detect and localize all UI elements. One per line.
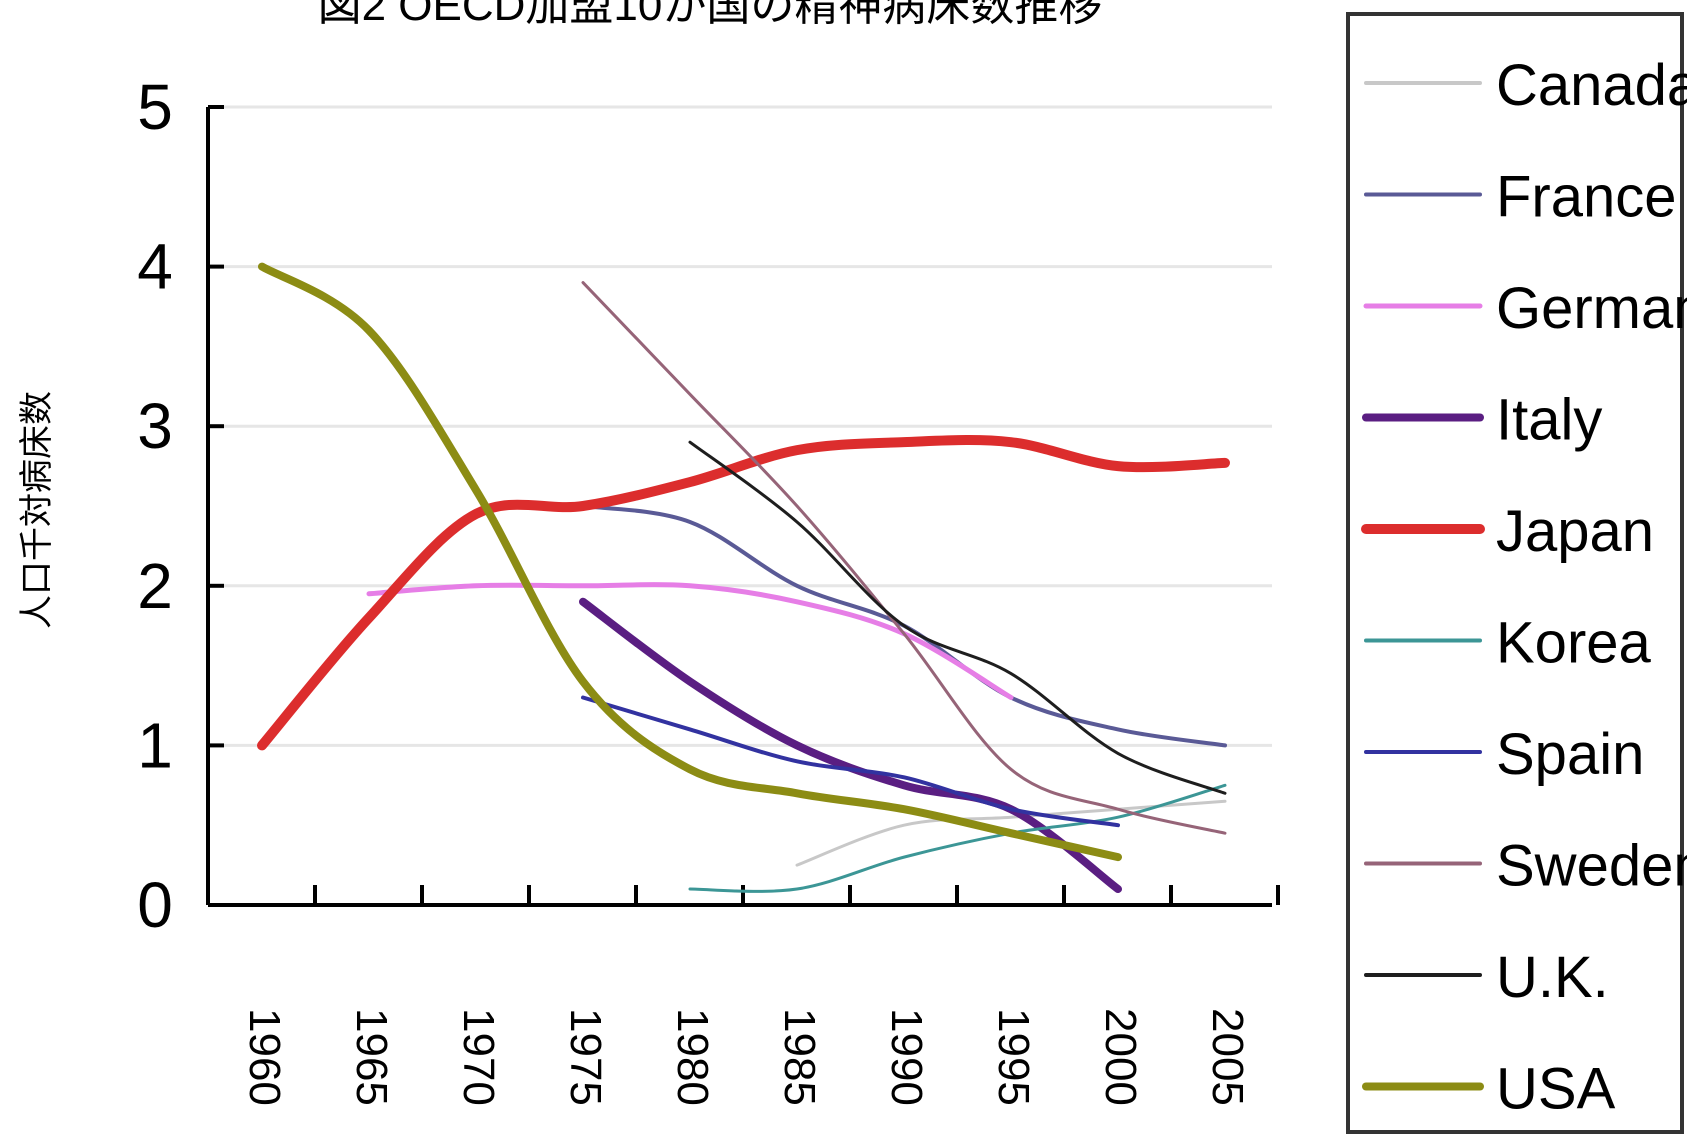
y-tick-label: 2 bbox=[137, 550, 173, 622]
x-tick-labels: 1960 1965 1970 1975 1980 1985 1990 1995 2000 2005 bbox=[240, 1008, 1252, 1106]
series-line-korea bbox=[688, 783, 1227, 893]
grid-lines bbox=[208, 105, 1272, 747]
x-tick-label: 1970 bbox=[454, 1008, 503, 1106]
x-tick-label: 1985 bbox=[775, 1008, 824, 1106]
legend-label-sweden: Sweden bbox=[1496, 834, 1687, 899]
y-axis-label: 人口千対病床数 bbox=[18, 391, 56, 629]
x-tick-label: 1965 bbox=[347, 1008, 396, 1106]
series-line-italy bbox=[579, 597, 1122, 894]
y-tick-labels: 0 1 2 3 4 5 bbox=[137, 71, 173, 941]
y-tick-label: 0 bbox=[137, 869, 173, 941]
x-tick-label: 1995 bbox=[989, 1008, 1038, 1106]
x-tick-label: 1975 bbox=[561, 1008, 610, 1106]
legend-label-canada: Canada bbox=[1496, 53, 1687, 118]
legend-label-france: France bbox=[1496, 165, 1677, 230]
legend-label-spain: Spain bbox=[1496, 722, 1644, 787]
legend-label-japan: Japan bbox=[1496, 499, 1654, 564]
y-tick-label: 3 bbox=[137, 390, 173, 462]
legend: Canada France Germany Italy Japan Korea Spain S… bbox=[1346, 12, 1687, 1134]
x-tick-label: 2000 bbox=[1096, 1008, 1145, 1106]
series-line-japan bbox=[257, 435, 1230, 751]
legend-label-korea: Korea bbox=[1496, 611, 1652, 676]
axes bbox=[206, 105, 1280, 907]
y-tick-label: 4 bbox=[137, 231, 173, 303]
x-tick-label: 1990 bbox=[882, 1008, 931, 1106]
x-tick-label: 1980 bbox=[668, 1008, 717, 1106]
chart-title: 図2 OECD加盟10か国の精神病床数推移 bbox=[318, 0, 1103, 30]
legend-label-germany: Germany bbox=[1496, 276, 1687, 341]
y-tick-label: 1 bbox=[137, 709, 173, 781]
legend-label-u-k: U.K. bbox=[1496, 945, 1609, 1010]
legend-label-italy: Italy bbox=[1496, 388, 1602, 453]
x-tick-label: 2005 bbox=[1203, 1008, 1252, 1106]
series-line-spain bbox=[581, 695, 1120, 828]
series-line-u-k bbox=[688, 440, 1227, 795]
series-line-sweden bbox=[581, 281, 1227, 835]
x-tick-label: 1960 bbox=[240, 1008, 289, 1106]
legend-box bbox=[1346, 12, 1684, 1134]
legend-label-usa: USA bbox=[1496, 1057, 1616, 1122]
series-lines bbox=[257, 262, 1230, 894]
series-line-usa bbox=[258, 262, 1122, 862]
y-tick-label: 5 bbox=[137, 71, 173, 143]
